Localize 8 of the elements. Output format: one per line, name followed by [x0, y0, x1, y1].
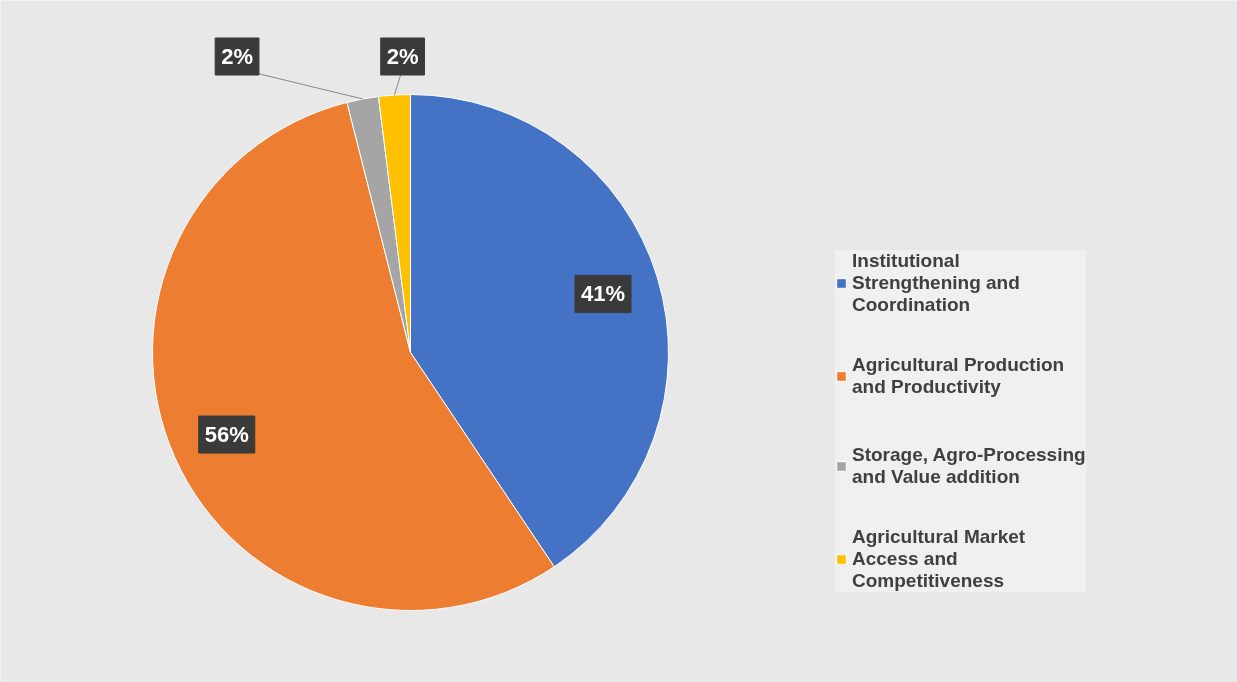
- legend-label: Agricultural Production and Productivity: [852, 353, 1065, 399]
- data-label: 56%: [204, 422, 249, 448]
- legend-label: Storage, Agro-Processing and Value addition: [852, 443, 1086, 489]
- legend-label: Agricultural Market Access and Competitiveness: [852, 526, 1026, 592]
- data-label: 2%: [221, 44, 253, 69]
- data-label: 2%: [386, 44, 419, 69]
- data-label: 41%: [581, 281, 626, 307]
- legend-label: Institutional Strengthening and Coordination: [852, 250, 1020, 316]
